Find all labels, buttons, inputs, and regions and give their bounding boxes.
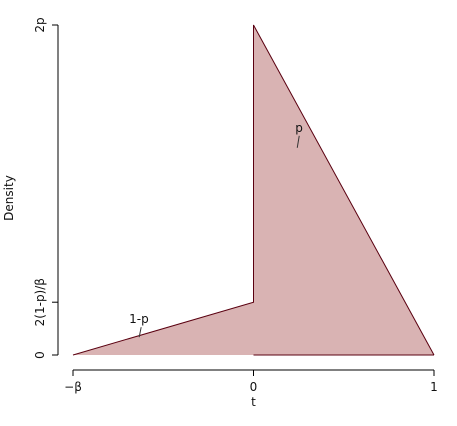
- annotation-label-0: 1-p: [129, 312, 149, 326]
- y-tick-label-0: 0: [33, 351, 47, 359]
- y-axis-label: Density: [2, 175, 16, 221]
- y-tick-label-1: 2(1-p)/β: [33, 278, 47, 326]
- x-axis-label: t: [251, 395, 256, 409]
- x-tick-label-0: −β: [64, 380, 82, 394]
- plot-area: 1-p p: [72, 24, 435, 356]
- density-line-0: [72, 24, 435, 356]
- y-tick-label-2: 2p: [33, 17, 47, 32]
- x-tick-label-2: 1: [430, 380, 438, 394]
- annotation-label-1: p: [295, 121, 303, 135]
- axes: −β 0 1 0 2(1-p)/β 2p: [33, 17, 438, 394]
- annotation-leader-0: [138, 327, 142, 338]
- annotation-leader-1: [296, 135, 300, 148]
- x-tick-label-1: 0: [250, 380, 258, 394]
